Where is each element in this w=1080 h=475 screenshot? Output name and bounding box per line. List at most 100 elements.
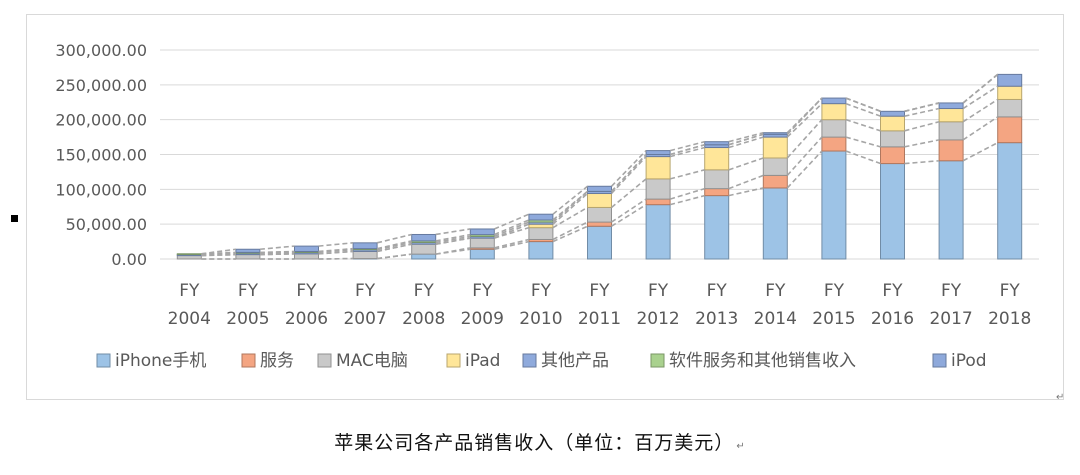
bar-segment <box>880 110 905 117</box>
bar-segment <box>645 198 671 206</box>
series-connector-line <box>493 219 530 236</box>
bar-segment <box>645 204 671 260</box>
bar-segment <box>704 169 730 190</box>
series-connector-line <box>610 150 647 187</box>
series-connector-line <box>904 107 940 117</box>
x-tick-label: FY <box>238 281 259 301</box>
legend-label: 软件服务和其他销售收入 <box>669 351 856 371</box>
series-connector-line <box>904 120 940 132</box>
legend-swatch <box>96 353 111 368</box>
x-tick-label: 2009 <box>461 309 504 329</box>
series-connector-line <box>435 235 471 244</box>
series-connector-line <box>786 119 823 159</box>
series-connector-line <box>904 102 940 113</box>
bar-segment <box>997 98 1023 118</box>
series-connector-line <box>611 198 647 223</box>
bar-segment <box>176 255 202 260</box>
series-connector-line <box>493 221 530 238</box>
series-connector-line <box>318 250 354 255</box>
paragraph-mark: ↵ <box>1056 392 1065 403</box>
series-connector-line <box>728 174 764 190</box>
series-connector-line <box>318 248 354 254</box>
legend-swatch <box>650 353 665 368</box>
legend-label: MAC电脑 <box>336 351 408 371</box>
series-connector-line <box>962 85 999 110</box>
bar-segment <box>821 150 847 260</box>
series-connector-line <box>552 225 588 243</box>
bar-segment <box>352 242 378 250</box>
legend-swatch <box>932 353 947 368</box>
series-connector-line <box>494 226 530 239</box>
x-tick-label: 2014 <box>754 309 797 329</box>
bar-segment <box>235 254 261 260</box>
legend-label: 服务 <box>260 351 294 371</box>
series-connector-line <box>669 143 705 156</box>
bar-segment <box>645 156 671 180</box>
series-connector-line <box>611 203 647 227</box>
bar-segment <box>762 132 788 135</box>
series-connector-line <box>610 156 647 195</box>
bar-segment <box>411 253 437 260</box>
series-connector-line <box>845 102 881 117</box>
series-connector-line <box>728 131 764 143</box>
legend-swatch <box>317 353 332 368</box>
x-tick-label: 2015 <box>812 309 855 329</box>
series-connector-line <box>669 146 705 158</box>
y-tick-label: 100,000.00 <box>55 180 147 199</box>
x-tick-label: FY <box>472 281 493 301</box>
bar-segment <box>176 253 202 255</box>
x-tick-label: 2005 <box>226 309 269 329</box>
bar-segment <box>528 241 554 260</box>
series-connector-line <box>259 245 295 251</box>
x-tick-label: 2008 <box>402 309 445 329</box>
bar-segment <box>938 121 964 141</box>
series-connector-line <box>318 242 354 247</box>
bar-segment <box>645 150 671 155</box>
bar-segment <box>352 250 378 260</box>
y-tick-label: 300,000.00 <box>55 41 147 60</box>
series-connector-line <box>845 136 881 148</box>
x-tick-label: FY <box>531 281 552 301</box>
series-connector-line <box>259 251 295 255</box>
series-connector-line <box>552 221 588 241</box>
series-connector-line <box>259 253 295 256</box>
x-tick-label: 2017 <box>929 309 972 329</box>
bar-segment <box>997 142 1023 260</box>
series-connector-line <box>376 240 412 250</box>
bar-segment <box>411 233 437 242</box>
series-connector-line <box>376 241 412 251</box>
x-tick-label: 2011 <box>578 309 621 329</box>
series-connector-line <box>786 97 823 134</box>
series-connector-line <box>259 250 295 254</box>
bar-segment <box>938 108 964 123</box>
bar-segment <box>938 102 964 110</box>
series-connector-line <box>376 233 412 244</box>
bar-segment <box>997 116 1023 144</box>
series-connector-line <box>962 116 999 141</box>
y-tick-label: 200,000.00 <box>55 111 147 130</box>
bar-segment <box>880 115 905 132</box>
x-tick-label: FY <box>648 281 669 301</box>
series-connector-line <box>728 136 764 149</box>
caption-return-mark: ↵ <box>736 441 746 452</box>
bar-segment <box>762 136 788 159</box>
bar-segment <box>587 185 612 192</box>
bar-segment <box>938 139 964 162</box>
series-connector-line <box>728 187 764 197</box>
bar-segment <box>528 227 554 240</box>
series-connector-line <box>962 141 999 162</box>
bar-segment <box>469 248 495 260</box>
series-connector-line <box>376 253 412 260</box>
bar-segment <box>528 223 554 229</box>
legend-swatch <box>446 353 461 368</box>
bar-segment <box>704 147 730 171</box>
stacked-bar-chart: 0.00 50,000.00 100,000.00 150,000.00 200,000… <box>55 41 1039 371</box>
bar-segment <box>587 206 612 223</box>
series-connector-line <box>669 169 705 180</box>
bar-segment <box>880 146 905 165</box>
bar-segment <box>469 237 495 249</box>
bar-segment <box>762 157 788 176</box>
figure-caption: 苹果公司各产品销售收入（单位：百万美元） ↵ <box>0 428 1080 455</box>
series-connector-line <box>494 223 530 239</box>
bar-segment <box>704 141 730 146</box>
